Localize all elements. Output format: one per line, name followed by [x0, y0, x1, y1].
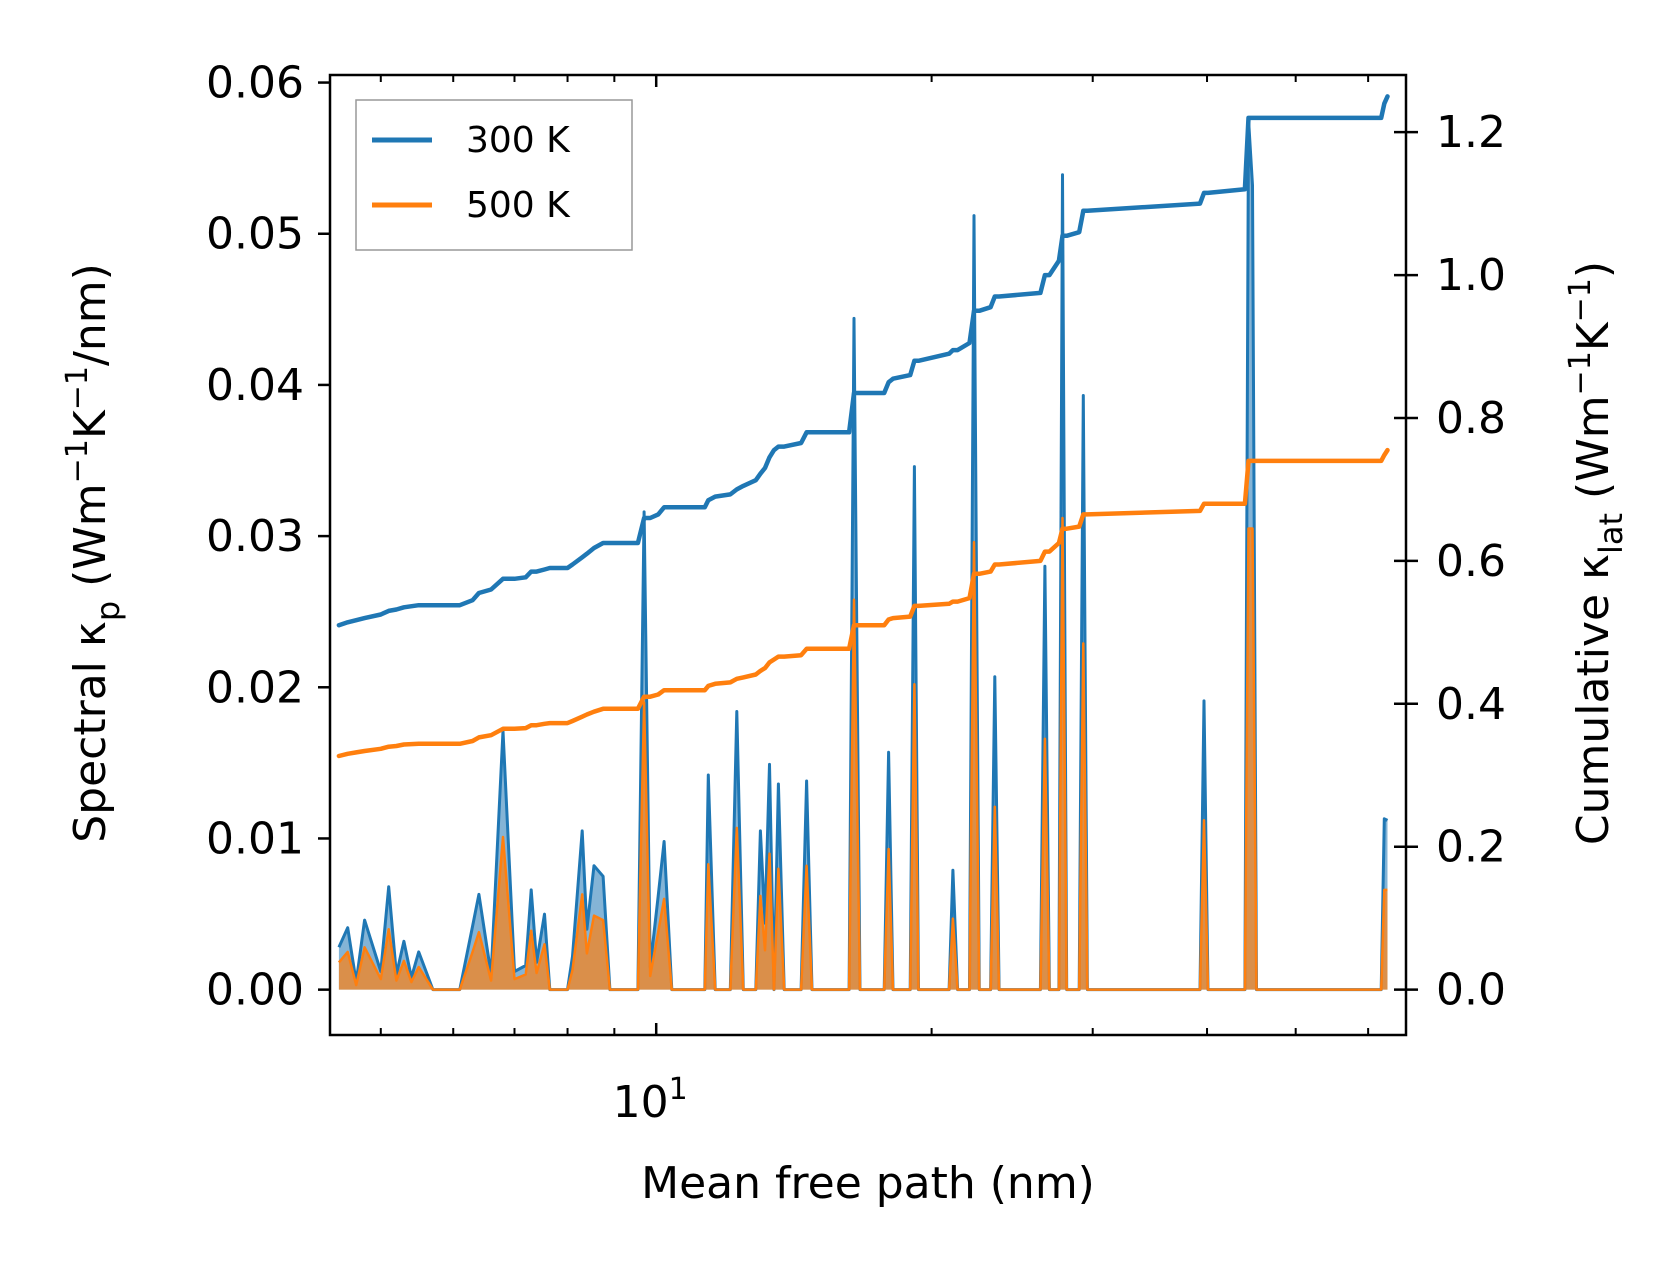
- right-y-tick-label: 1.2: [1436, 107, 1506, 158]
- left-y-tick-label: 0.05: [206, 209, 304, 260]
- x-tick-label: 101: [613, 1072, 688, 1128]
- x-axis-label: Mean free path (nm): [641, 1158, 1095, 1209]
- right-y-tick-label: 0.2: [1436, 822, 1506, 873]
- right-y-tick-label: 0.8: [1436, 393, 1506, 444]
- plot-area: [336, 94, 1390, 992]
- cumulative-line-1: [336, 447, 1390, 759]
- legend-label-300k: 300 K: [466, 120, 571, 161]
- legend-label-500k: 500 K: [466, 185, 571, 226]
- left-y-tick-label: 0.03: [206, 511, 304, 562]
- right-y-tick-label: 0.0: [1436, 965, 1506, 1016]
- left-y-tick-label: 0.04: [206, 360, 304, 411]
- y-axis-label-right: Cumulative κlat (Wm−1K−1): [1563, 261, 1630, 845]
- cumulative-line-0: [336, 94, 1390, 628]
- left-y-tick-label: 0.00: [206, 965, 304, 1016]
- right-y-tick-label: 0.6: [1436, 536, 1506, 587]
- left-y-tick-label: 0.02: [206, 662, 304, 713]
- y-axis-label-left: Spectral κp (Wm−1K−1/nm): [60, 263, 127, 843]
- axis-ticks: 0.00 0.01 0.02 0.03 0.04 0.05 0.06 0.0 0.2 0.4 0.6…: [206, 58, 1506, 1128]
- left-y-tick-label: 0.01: [206, 813, 304, 864]
- right-y-tick-label: 1.0: [1436, 250, 1506, 301]
- right-y-tick-label: 0.4: [1436, 679, 1506, 730]
- plot-frame: [328, 73, 1408, 1037]
- left-y-tick-label: 0.06: [206, 58, 304, 109]
- spectral-line-0: [337, 117, 1389, 992]
- legend: 300 K 500 K: [355, 99, 633, 251]
- legend-box: [355, 99, 633, 251]
- spectral-line-1: [337, 516, 1388, 991]
